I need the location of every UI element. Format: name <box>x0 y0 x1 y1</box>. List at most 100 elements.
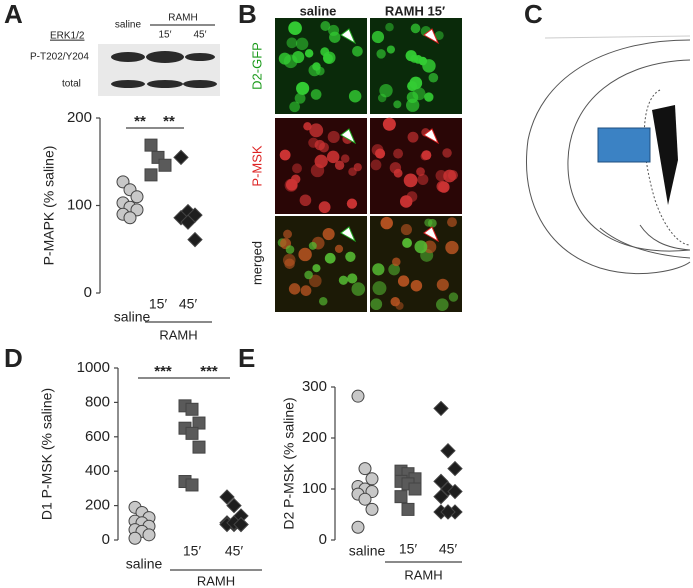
cell <box>312 264 321 273</box>
panel-letter: E <box>238 343 255 373</box>
significance-label: *** <box>200 363 218 380</box>
cell <box>377 93 387 103</box>
cell <box>318 296 328 306</box>
data-point <box>142 528 156 542</box>
cell <box>436 298 449 311</box>
cell <box>370 159 382 171</box>
cell <box>410 279 423 292</box>
cell <box>422 59 436 73</box>
cell <box>434 30 444 40</box>
cell <box>289 101 300 113</box>
cell <box>308 137 319 148</box>
cell <box>402 238 412 248</box>
cell <box>371 30 385 44</box>
cell <box>279 149 291 161</box>
cell <box>388 263 400 276</box>
data-point <box>180 214 196 230</box>
cell <box>309 123 324 138</box>
cell <box>285 245 295 254</box>
cell <box>298 247 312 262</box>
cell <box>427 218 437 228</box>
y-tick-label: 100 <box>302 480 327 497</box>
y-tick-label: 1000 <box>77 359 110 376</box>
significance-label: ** <box>163 113 175 130</box>
cell <box>406 98 420 112</box>
cell <box>351 282 366 296</box>
cell <box>416 167 425 177</box>
brain-section <box>526 35 691 275</box>
cell <box>428 72 439 83</box>
cell <box>442 148 452 158</box>
cell <box>421 150 432 161</box>
x-tick-label: saline <box>114 309 151 325</box>
cell <box>352 45 363 57</box>
cell <box>412 87 426 101</box>
cell <box>338 275 349 285</box>
row-label: D2-GFP <box>249 42 264 90</box>
cell <box>409 76 423 90</box>
data-point <box>365 472 379 486</box>
cell <box>299 194 312 207</box>
cell <box>340 154 350 163</box>
blot-row-label: P-T202/Y204 <box>30 52 89 63</box>
column-label: RAMH 15′ <box>385 3 445 18</box>
blot-bands <box>111 51 217 88</box>
cell <box>282 253 296 267</box>
data-point <box>233 516 249 533</box>
group-label: RAMH <box>159 327 197 342</box>
data-point <box>394 490 408 504</box>
data-point <box>144 168 158 182</box>
data-point <box>351 389 365 403</box>
cell <box>308 64 321 77</box>
arrowhead <box>340 226 357 243</box>
cell <box>372 281 387 296</box>
cell <box>288 21 302 36</box>
region-box <box>597 127 651 163</box>
cell <box>345 251 356 262</box>
cell <box>370 298 383 311</box>
panel-letter: C <box>524 0 543 29</box>
x-tick-label: 45′ <box>225 543 244 559</box>
cell <box>300 285 312 297</box>
data-point <box>358 462 372 476</box>
cell <box>322 227 335 241</box>
arrowhead <box>423 226 440 243</box>
cell <box>438 181 450 193</box>
cell <box>288 283 301 295</box>
cell <box>382 117 396 131</box>
data-point <box>123 211 137 225</box>
cell <box>334 244 344 253</box>
data-point <box>447 460 463 477</box>
significance-label: *** <box>154 363 172 380</box>
cell <box>294 92 306 104</box>
data-point <box>173 149 189 166</box>
cell <box>318 142 329 153</box>
significance-label: ** <box>134 113 146 130</box>
cell <box>447 217 457 228</box>
lane-label: 45′ <box>194 30 207 41</box>
cell <box>447 170 458 181</box>
cell <box>296 81 310 95</box>
data-point <box>192 416 206 430</box>
cell <box>386 45 395 54</box>
cell <box>329 31 341 43</box>
data-point <box>365 502 379 516</box>
row-label: merged <box>249 241 264 285</box>
panel-letter: B <box>238 0 257 29</box>
data-point <box>219 489 235 505</box>
cell <box>326 150 340 164</box>
y-tick-label: 600 <box>85 428 110 445</box>
cell <box>372 263 385 276</box>
data-point <box>185 426 199 440</box>
y-tick-label: 300 <box>302 378 327 395</box>
cell <box>414 240 428 254</box>
cell <box>380 216 393 230</box>
cell <box>417 174 429 185</box>
y-tick-label: 0 <box>319 531 327 548</box>
data-point <box>130 190 144 204</box>
y-axis-label: P-MAPK (% saline) <box>41 146 57 266</box>
cell <box>310 89 322 100</box>
micrographs <box>275 18 462 312</box>
data-point <box>408 482 422 496</box>
